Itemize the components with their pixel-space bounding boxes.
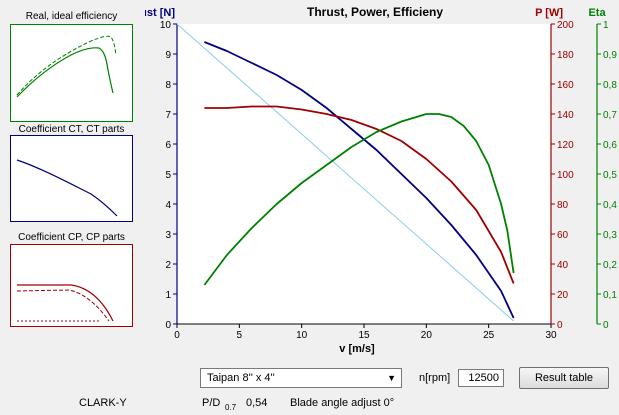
chevron-down-icon[interactable]: ▼ (387, 373, 396, 383)
eta-tick-label: 0,8 (603, 80, 617, 91)
thrust-tick-label: 4 (165, 200, 171, 211)
chart-title: Thrust, Power, Efficieny (307, 5, 443, 19)
x-tick-label: 25 (483, 330, 495, 341)
power-tick-label: 80 (557, 200, 569, 211)
x-tick-label: 20 (421, 330, 433, 341)
thumb-efficiency-title: Real, ideal efficiency (25, 11, 118, 22)
thrust-tick-label: 7 (165, 110, 171, 121)
thrust-tick-label: 8 (165, 80, 171, 91)
power-series-line (204, 105, 515, 284)
power-tick-label: 40 (557, 260, 569, 271)
thrust-tick-label: 6 (165, 140, 171, 151)
eta-tick-label: 0,3 (603, 230, 617, 241)
pd-label: P/D (202, 397, 221, 409)
result-table-button[interactable]: Result table (519, 367, 609, 389)
airfoil-label: CLARK-Y (79, 397, 127, 409)
eta-tick-label: 0,5 (603, 170, 617, 181)
eta-tick-label: 1 (603, 20, 609, 31)
power-tick-label: 20 (557, 290, 569, 301)
pd-value: 0,54 (246, 397, 268, 409)
power-tick-label: 140 (557, 110, 574, 121)
eta-tick-label: 0,4 (603, 200, 617, 211)
thrust-tick-label: 0 (165, 320, 171, 331)
thrust-tick-label: 3 (165, 230, 171, 241)
thumb-efficiency[interactable] (10, 24, 133, 122)
thrust-tick-label: 9 (165, 50, 171, 61)
thrust-tick-label: 2 (165, 260, 171, 271)
thumb-cp[interactable] (10, 244, 133, 327)
power-tick-label: 120 (557, 140, 574, 151)
thrust-tick-label: 10 (160, 20, 172, 31)
plot-area (177, 24, 551, 324)
eta-axis-title: Eta (588, 7, 606, 19)
eta-tick-label: 0,2 (603, 260, 617, 271)
power-tick-label: 160 (557, 80, 574, 91)
eta-tick-label: 0,9 (603, 50, 617, 61)
thumb-cp-title: Coefficient CP, CP parts (18, 232, 125, 243)
x-tick-label: 30 (545, 330, 557, 341)
x-axis-title: v [m/s] (339, 343, 375, 355)
thrust-axis-title: Thrust [N] (145, 7, 175, 19)
power-axis-title: P [W] (535, 7, 563, 19)
eta-tick-label: 0,7 (603, 110, 617, 121)
x-tick-label: 0 (174, 330, 180, 341)
eta-tick-label: 0,1 (603, 290, 617, 301)
x-tick-label: 5 (237, 330, 243, 341)
cp-thumbnail-plot (16, 284, 114, 322)
eta-tick-label: 0 (603, 320, 609, 331)
x-tick-label: 15 (358, 330, 370, 341)
x-tick-label: 10 (296, 330, 308, 341)
thrust-tick-label: 1 (165, 290, 171, 301)
thrust-power-efficiency-chart: 0 5 10 15 20 25 300123456789100204060801001201… (145, 5, 617, 355)
power-tick-label: 200 (557, 20, 574, 31)
eta-tick-label: 0,6 (603, 140, 617, 151)
power-tick-label: 0 (557, 320, 563, 331)
thumb-ct-title: Coefficient CT, CT parts (18, 124, 125, 135)
ct-thumbnail-plot (16, 159, 118, 217)
propeller-select[interactable]: Taipan 8'' x 4'' ▼ (200, 368, 402, 388)
power-tick-label: 100 (557, 170, 574, 181)
propeller-select-value: Taipan 8'' x 4'' (207, 372, 275, 384)
pd-subscript: 0.7 (225, 403, 237, 412)
blade-angle-label: Blade angle adjust 0° (290, 397, 395, 409)
rpm-label: n[rpm] (419, 372, 451, 384)
rpm-input[interactable]: 12500 (458, 369, 504, 387)
efficiency-thumbnail-plot (16, 35, 117, 98)
thrust-tick-label: 5 (165, 170, 171, 181)
power-tick-label: 180 (557, 50, 574, 61)
ideal-thrust-series-line (176, 23, 514, 322)
efficiency-series-line (203, 113, 515, 286)
power-tick-label: 60 (557, 230, 569, 241)
thumb-ct[interactable] (10, 135, 133, 222)
